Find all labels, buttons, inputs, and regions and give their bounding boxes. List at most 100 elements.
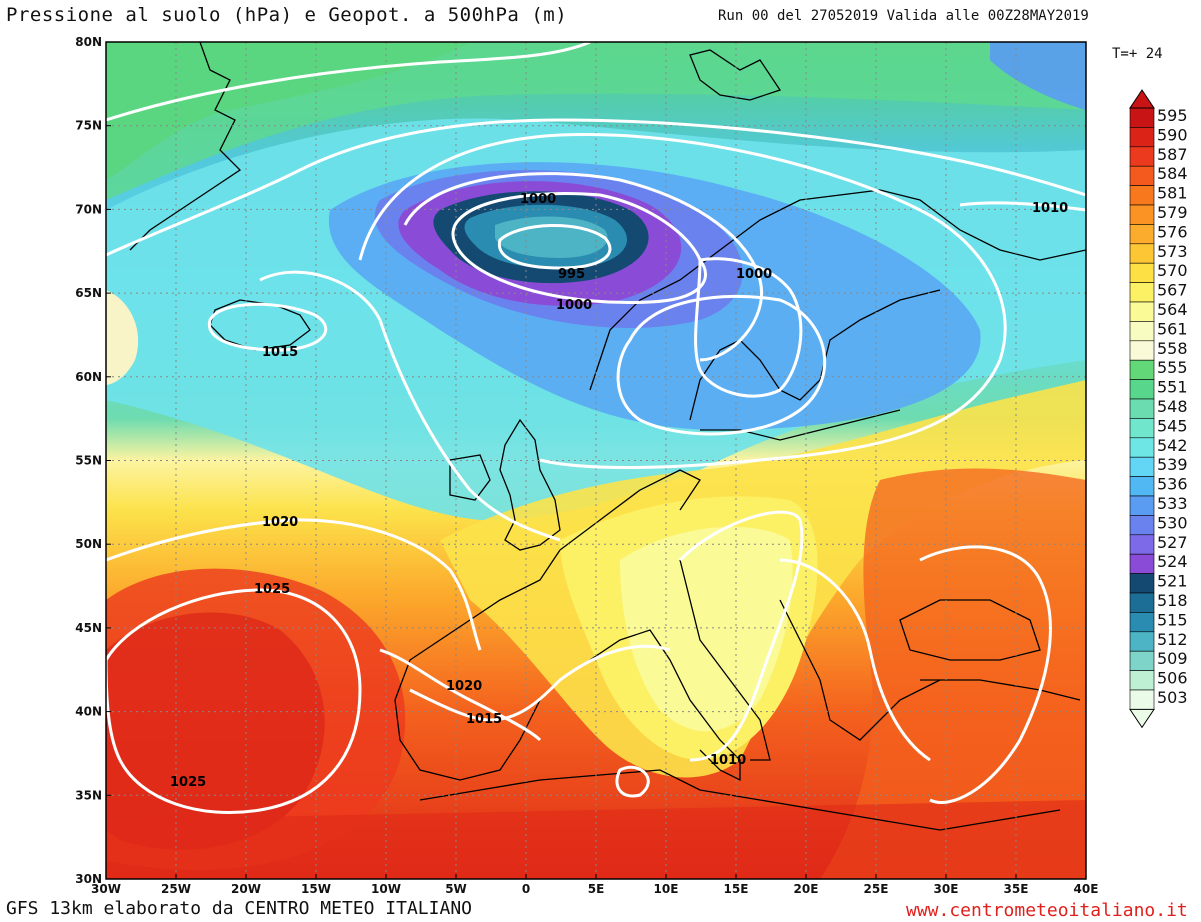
lat-tick-label: 60N — [75, 370, 102, 384]
run-info: Run 00 del 27052019 Valida alle 00Z28MAY… — [718, 8, 1089, 24]
legend-level-label: 573 — [1157, 242, 1188, 261]
isobar-label-1025-north: 1025 — [254, 582, 290, 597]
isobar-label-1000-scandinavia: 1000 — [736, 267, 772, 282]
legend-level-label: 548 — [1157, 397, 1188, 416]
legend-level-label: 561 — [1157, 319, 1188, 338]
lat-lon-grid — [106, 42, 1086, 879]
legend-swatch — [1129, 379, 1155, 400]
legend-swatch — [1129, 340, 1155, 361]
legend-level-label: 581 — [1157, 184, 1188, 203]
legend-level-label: 584 — [1157, 164, 1188, 183]
lat-tick-label: 65N — [75, 286, 102, 300]
legend-level-label: 536 — [1157, 475, 1188, 494]
legend-swatch — [1129, 553, 1155, 574]
legend-level-label: 545 — [1157, 416, 1188, 435]
legend-swatch — [1129, 146, 1155, 167]
isobar-1005-scand — [616, 294, 827, 436]
isobar-1010-balkans — [779, 558, 931, 762]
legend-swatch — [1129, 476, 1155, 497]
lon-tick-label: 20E — [794, 882, 819, 896]
legend-level-label: 576 — [1157, 222, 1188, 241]
website-link[interactable]: www.centrometeoitaliano.it — [906, 900, 1188, 921]
legend-min-arrow — [1129, 708, 1155, 729]
legend-swatch — [1129, 689, 1155, 710]
isobar-1000 — [451, 192, 707, 304]
legend-swatch — [1129, 573, 1155, 594]
isobar-label-1020-atlantic: 1020 — [262, 515, 298, 530]
isobar-label-1015-iceland: 1015 — [262, 345, 298, 360]
isobar-labels: 1000 995 1000 1000 1010 1015 1020 1025 1… — [170, 192, 1068, 790]
lat-tick-label: 70N — [75, 202, 102, 216]
legend-level-label: 555 — [1157, 358, 1188, 377]
legend-swatch — [1129, 165, 1155, 186]
lon-tick-label: 20W — [231, 882, 261, 896]
legend-swatch — [1129, 185, 1155, 206]
isobar-1020-upper — [106, 42, 591, 122]
legend-swatch — [1129, 418, 1155, 439]
legend-swatch — [1129, 515, 1155, 536]
legend-level-label: 590 — [1157, 125, 1188, 144]
isobar-1015-east — [919, 545, 1052, 804]
legend-swatch — [1129, 359, 1155, 380]
isobar-995 — [497, 223, 612, 270]
legend-swatch — [1129, 495, 1155, 516]
lon-tick-label: 15W — [301, 882, 331, 896]
lon-tick-label: 25E — [864, 882, 889, 896]
legend-level-label: 558 — [1157, 339, 1188, 358]
isobar-1015-outer — [106, 118, 1086, 257]
legend-level-label: 530 — [1157, 513, 1188, 532]
isobar-label-1010-northeast: 1010 — [1032, 201, 1068, 216]
isobar-1020 — [106, 518, 482, 651]
isobar-label-1000-south: 1000 — [556, 298, 592, 313]
legend-level-label: 524 — [1157, 552, 1188, 571]
legend-swatch — [1129, 456, 1155, 477]
legend-level-label: 564 — [1157, 300, 1188, 319]
lon-tick-label: 25W — [161, 882, 191, 896]
forecast-time-step: T=+ 24 — [1112, 46, 1163, 62]
isobar-1015-loop — [259, 270, 561, 542]
isobars — [106, 42, 1086, 815]
legend-swatch — [1129, 670, 1155, 691]
lat-tick-label: 75N — [75, 119, 102, 133]
lon-tick-label: 30E — [934, 882, 959, 896]
isobar-label-1000-north: 1000 — [520, 192, 556, 207]
isobar-1020-iberia — [379, 648, 542, 742]
legend-level-label: 570 — [1157, 261, 1188, 280]
lon-tick-label: 40E — [1074, 882, 1099, 896]
legend-swatch — [1129, 301, 1155, 322]
isobar-label-1025-south: 1025 — [170, 775, 206, 790]
legend-swatch — [1129, 243, 1155, 264]
isobar-label-1020-iberia: 1020 — [446, 679, 482, 694]
legend-swatch — [1129, 437, 1155, 458]
legend-level-label: 506 — [1157, 669, 1188, 688]
legend-level-label: 527 — [1157, 533, 1188, 552]
legend-level-label: 521 — [1157, 572, 1188, 591]
legend-swatch — [1129, 282, 1155, 303]
legend-swatch — [1129, 631, 1155, 652]
legend-swatch — [1129, 204, 1155, 225]
isobar-1010-ne — [959, 201, 1086, 212]
lon-tick-label: 35E — [1004, 882, 1029, 896]
lon-tick-label: 30W — [91, 882, 121, 896]
legend-swatch — [1129, 224, 1155, 245]
latitude-axis: 80N 75N 70N 65N 60N 55N 50N 45N 40N 35N 30N — [75, 35, 111, 886]
isobar-1015-iceland — [207, 302, 328, 352]
lat-tick-label: 45N — [75, 621, 102, 635]
lon-tick-label: 10W — [371, 882, 401, 896]
isobar-1015-iberia — [409, 644, 671, 722]
legend-swatch — [1129, 262, 1155, 283]
legend-swatch — [1129, 127, 1155, 148]
legend-level-label: 503 — [1157, 688, 1188, 707]
color-legend: 5955905875845815795765735705675645615585… — [1129, 89, 1188, 729]
model-credit: GFS 13km elaborato da CENTRO METEO ITALI… — [6, 898, 472, 919]
longitude-axis: 30W 25W 20W 15W 10W 5W 0 5E 10E 15E 20E 25E 30E 35E 40… — [91, 874, 1098, 896]
legend-swatch — [1129, 650, 1155, 671]
legend-level-label: 518 — [1157, 591, 1188, 610]
isobar-1000-scand — [694, 257, 803, 398]
legend-level-label: 539 — [1157, 455, 1188, 474]
legend-swatch — [1129, 592, 1155, 613]
legend-level-label: 551 — [1157, 378, 1188, 397]
lon-tick-label: 5W — [445, 882, 467, 896]
isobar-label-995: 995 — [558, 267, 585, 282]
